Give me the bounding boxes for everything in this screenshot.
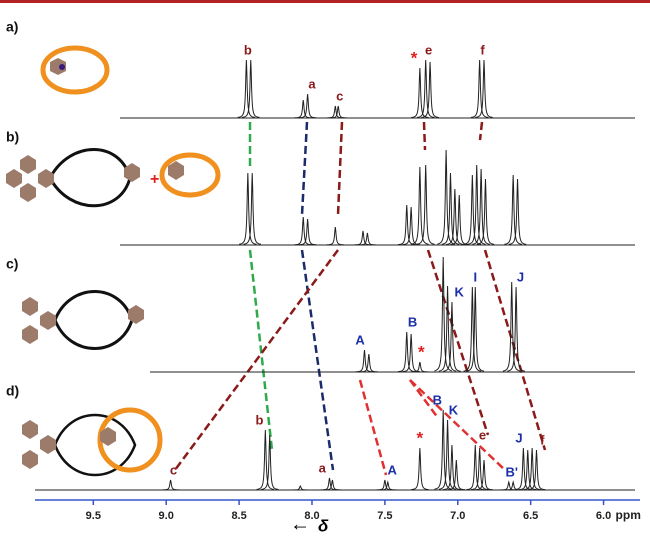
peak-label: b xyxy=(256,412,264,427)
peak-label: a xyxy=(319,460,327,475)
x-tick-label: 7.0 xyxy=(450,510,465,522)
peak-label: f xyxy=(480,42,485,57)
peak xyxy=(448,460,465,490)
peak-label: A xyxy=(355,332,365,347)
peak-label: B xyxy=(433,392,442,407)
peak-label: B' xyxy=(505,464,517,479)
peak-label: a xyxy=(308,76,316,91)
x-tick-label: 6.5 xyxy=(523,510,538,522)
cartoon-d xyxy=(22,410,160,475)
cartoon-a xyxy=(43,48,107,92)
x-tick-label: 6.0 xyxy=(596,510,611,522)
peak-label: K xyxy=(449,402,459,417)
peak xyxy=(329,106,347,118)
panel-label: d) xyxy=(6,383,19,399)
peak xyxy=(376,480,394,490)
peak-label: f xyxy=(540,432,545,447)
peak-label: J xyxy=(515,430,522,445)
peak xyxy=(292,486,309,490)
peak xyxy=(294,100,312,118)
cartoon-c xyxy=(22,292,144,349)
panel-label: b) xyxy=(6,129,19,145)
peak-label: K xyxy=(455,284,465,299)
x-tick-label: 8.0 xyxy=(304,510,319,522)
top-rule xyxy=(0,0,650,3)
peak xyxy=(464,287,482,371)
svg-text:+: + xyxy=(150,171,159,188)
correlation-arrows xyxy=(175,122,545,475)
peak xyxy=(162,480,180,490)
peak-label: e xyxy=(425,42,432,57)
peak-label: e xyxy=(479,427,486,442)
peak-label: A xyxy=(387,462,397,477)
peak-label: c xyxy=(170,462,177,477)
x-tick-label: 7.5 xyxy=(377,510,392,522)
x-tick-label: 9.5 xyxy=(86,510,101,522)
peak xyxy=(327,227,344,245)
x-tick-label: 9.0 xyxy=(159,510,174,522)
peak-label: B xyxy=(408,314,417,329)
peak xyxy=(321,478,339,490)
peak-label: I xyxy=(473,269,477,284)
panel-label: c) xyxy=(6,256,18,272)
peak-label: * xyxy=(418,342,425,361)
figure: + ← δ 9.59.08.58.07.57.06.56.0ppma)bac*e… xyxy=(0,0,650,538)
x-axis-label: δ xyxy=(318,516,329,535)
panel-label: a) xyxy=(6,19,18,35)
peak xyxy=(467,287,484,371)
peak-label: J xyxy=(517,269,524,284)
x-tick-label: 8.5 xyxy=(231,510,246,522)
peak-label: * xyxy=(417,428,424,447)
x-unit: ppm xyxy=(616,508,641,522)
peak-label: b xyxy=(244,42,252,57)
peak xyxy=(411,448,428,490)
peak xyxy=(327,106,344,118)
peak-label: c xyxy=(336,88,343,103)
cartoon-b: + xyxy=(6,150,218,206)
peak-label: * xyxy=(411,48,418,67)
